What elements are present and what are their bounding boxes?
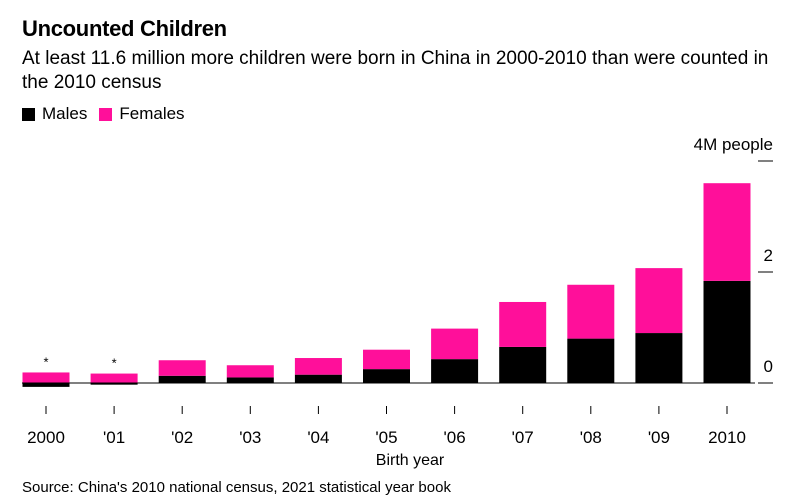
x-tick-label: '02 [171,428,193,447]
bar-males [703,280,751,383]
bar-females [635,268,683,334]
bar-males [567,338,615,383]
bar-note: * [43,354,48,369]
legend-swatch-males [22,107,35,121]
x-tick-label: '09 [648,428,670,447]
chart-title: Uncounted Children [22,16,227,41]
bar-females [158,360,206,376]
x-tick-label: '01 [103,428,125,447]
legend-item-females: Females [99,104,185,124]
bar-females [567,284,615,339]
bar-females [499,301,547,347]
x-tick-label: '04 [307,428,329,447]
bar-females [703,183,751,281]
bar-females [431,328,479,360]
bar-males [635,333,683,383]
x-tick-label: 2000 [27,428,65,447]
bar-females [294,358,342,375]
bar-males [431,359,479,383]
y-tick-label: 0 [764,357,773,376]
chart-subtitle: At least 11.6 million more children were… [22,48,769,93]
legend-swatch-females [99,107,113,121]
legend-label-females: Females [119,104,185,123]
bar-males [90,383,138,385]
legend-item-males: Males [22,104,87,124]
bar-females [90,373,138,383]
x-tick-label: '08 [580,428,602,447]
x-tick-label: 2010 [708,428,746,447]
x-tick-label: '05 [375,428,397,447]
bar-males [158,375,206,383]
bar-females [363,349,410,370]
x-axis-title: Birth year [376,452,445,469]
bar-note: * [112,356,117,371]
y-tick-label: 4M people [694,135,773,154]
bar-males [499,346,547,383]
bar-males [226,377,274,383]
bar-females [22,372,70,383]
source-note: Source: China's 2010 national census, 20… [22,479,451,496]
bar-males [363,369,410,383]
legend-label-males: Males [42,104,88,123]
bar-males [294,374,342,383]
x-tick-label: '06 [444,428,466,447]
x-tick-label: '03 [239,428,261,447]
y-tick-label: 2 [764,246,773,265]
legend: Males Females [22,104,197,124]
bar-females [226,365,274,378]
bar-males [22,383,70,387]
x-tick-label: '07 [512,428,534,447]
